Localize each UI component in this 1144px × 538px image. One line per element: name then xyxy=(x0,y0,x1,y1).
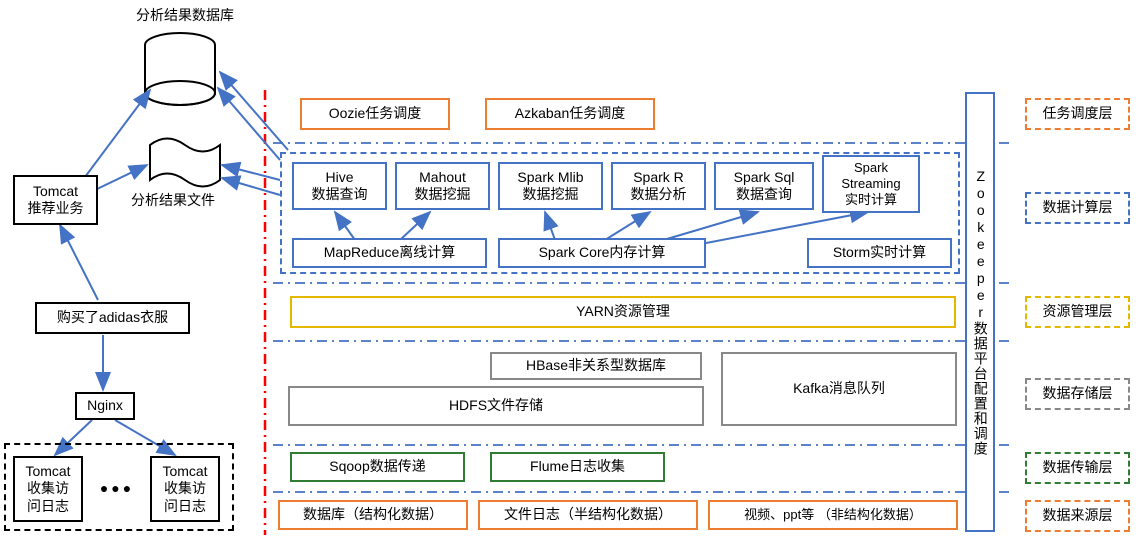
hdfs-box: HDFS文件存储 xyxy=(288,386,704,426)
storm-box: Storm实时计算 xyxy=(807,238,952,268)
mapreduce-box: MapReduce离线计算 xyxy=(292,238,487,268)
sqoop-box: Sqoop数据传递 xyxy=(290,452,465,482)
hbase-box: HBase非关系型数据库 xyxy=(490,352,702,380)
ellipsis: ●●● xyxy=(92,478,142,500)
layer-label-transport: 数据传输层 xyxy=(1025,452,1130,484)
layer-label-scheduling: 任务调度层 xyxy=(1025,98,1130,130)
spark-r-box: Spark R 数据分析 xyxy=(611,162,706,210)
spark-sql-box: Spark Sql 数据查询 xyxy=(714,162,814,210)
yarn-box: YARN资源管理 xyxy=(290,296,956,328)
tomcat-log-left: Tomcat 收集访 问日志 xyxy=(13,456,83,522)
flume-box: Flume日志收集 xyxy=(490,452,665,482)
source-db-box: 数据库（结构化数据） xyxy=(278,500,468,530)
layer-label-source: 数据来源层 xyxy=(1025,500,1130,532)
nginx-box: Nginx xyxy=(75,392,135,420)
azkaban-box: Azkaban任务调度 xyxy=(485,98,655,130)
mahout-box: Mahout 数据挖掘 xyxy=(395,162,490,210)
file-label: 分析结果文件 xyxy=(118,190,228,212)
diagram-canvas: 分析结果数据库 Tomcat 推荐业务 分析结果文件 购买了adidas衣服 N… xyxy=(0,0,1144,538)
zookeeper-box: Zookeeper数据平台配置和调度 xyxy=(965,92,995,532)
spark-mlib-box: Spark Mlib 数据挖掘 xyxy=(498,162,603,210)
spark-core-box: Spark Core内存计算 xyxy=(498,238,706,268)
tomcat-log-right: Tomcat 收集访 问日志 xyxy=(150,456,220,522)
source-media-box: 视频、ppt等 （非结构化数据） xyxy=(708,500,958,530)
layer-label-compute: 数据计算层 xyxy=(1025,192,1130,224)
database-cylinder-icon xyxy=(145,33,215,105)
layer-label-storage: 数据存储层 xyxy=(1025,378,1130,410)
spark-streaming-box: Spark Streaming 实时计算 xyxy=(822,155,920,213)
oozie-box: Oozie任务调度 xyxy=(300,98,450,130)
db-label: 分析结果数据库 xyxy=(120,5,250,27)
tomcat-recommend-box: Tomcat 推荐业务 xyxy=(13,175,98,225)
source-file-box: 文件日志（半结构化数据） xyxy=(478,500,698,530)
hive-box: Hive 数据查询 xyxy=(292,162,387,210)
layer-label-resource: 资源管理层 xyxy=(1025,296,1130,328)
zookeeper-label: Zookeeper数据平台配置和调度 xyxy=(971,168,989,456)
kafka-box: Kafka消息队列 xyxy=(721,352,957,426)
buy-box: 购买了adidas衣服 xyxy=(35,302,190,334)
file-wave-icon xyxy=(150,139,220,187)
